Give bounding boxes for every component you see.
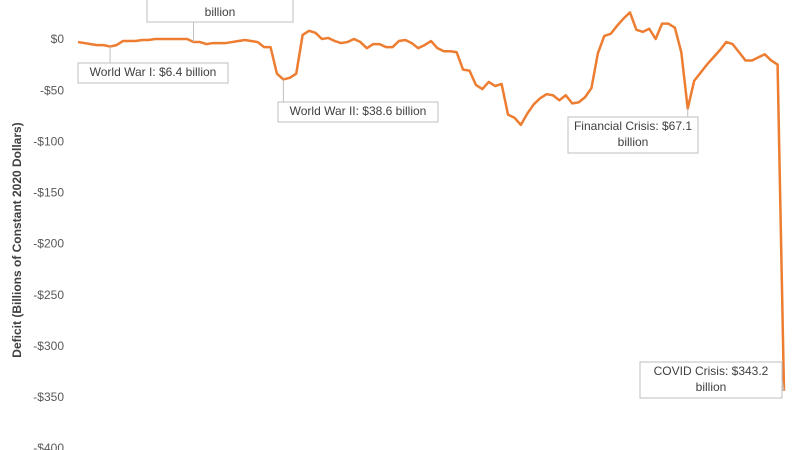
callout-text: billion bbox=[618, 135, 649, 149]
y-tick-label: -$100 bbox=[33, 134, 64, 148]
y-tick-label: $0 bbox=[51, 32, 65, 46]
callout-text: COVID Crisis: $343.2 bbox=[654, 364, 769, 378]
y-tick-label: -$400 bbox=[33, 441, 64, 450]
y-tick-label: -$250 bbox=[33, 288, 64, 302]
y-axis-title: Deficit (Billions of Constant 2020 Dolla… bbox=[10, 122, 24, 357]
callout-text: Financial Crisis: $67.1 bbox=[574, 119, 692, 133]
data-line bbox=[77, 11, 786, 391]
callout-box bbox=[639, 361, 783, 399]
y-tick-label: -$300 bbox=[33, 339, 64, 353]
y-tick-label: -$350 bbox=[33, 390, 64, 404]
callout-text: World War II: $38.6 billion bbox=[290, 104, 427, 118]
callout-box bbox=[77, 62, 229, 84]
y-tick-label: -$200 bbox=[33, 237, 64, 251]
callout-text: billion bbox=[696, 380, 727, 394]
y-tick-label: -$150 bbox=[33, 186, 64, 200]
y-tick-label: -$50 bbox=[40, 83, 64, 97]
callout-text: World War I: $6.4 billion bbox=[90, 65, 217, 79]
callout-box bbox=[277, 101, 439, 123]
callout-box bbox=[146, 0, 294, 23]
callout-box bbox=[567, 116, 699, 154]
callout-text: billion bbox=[205, 5, 236, 19]
